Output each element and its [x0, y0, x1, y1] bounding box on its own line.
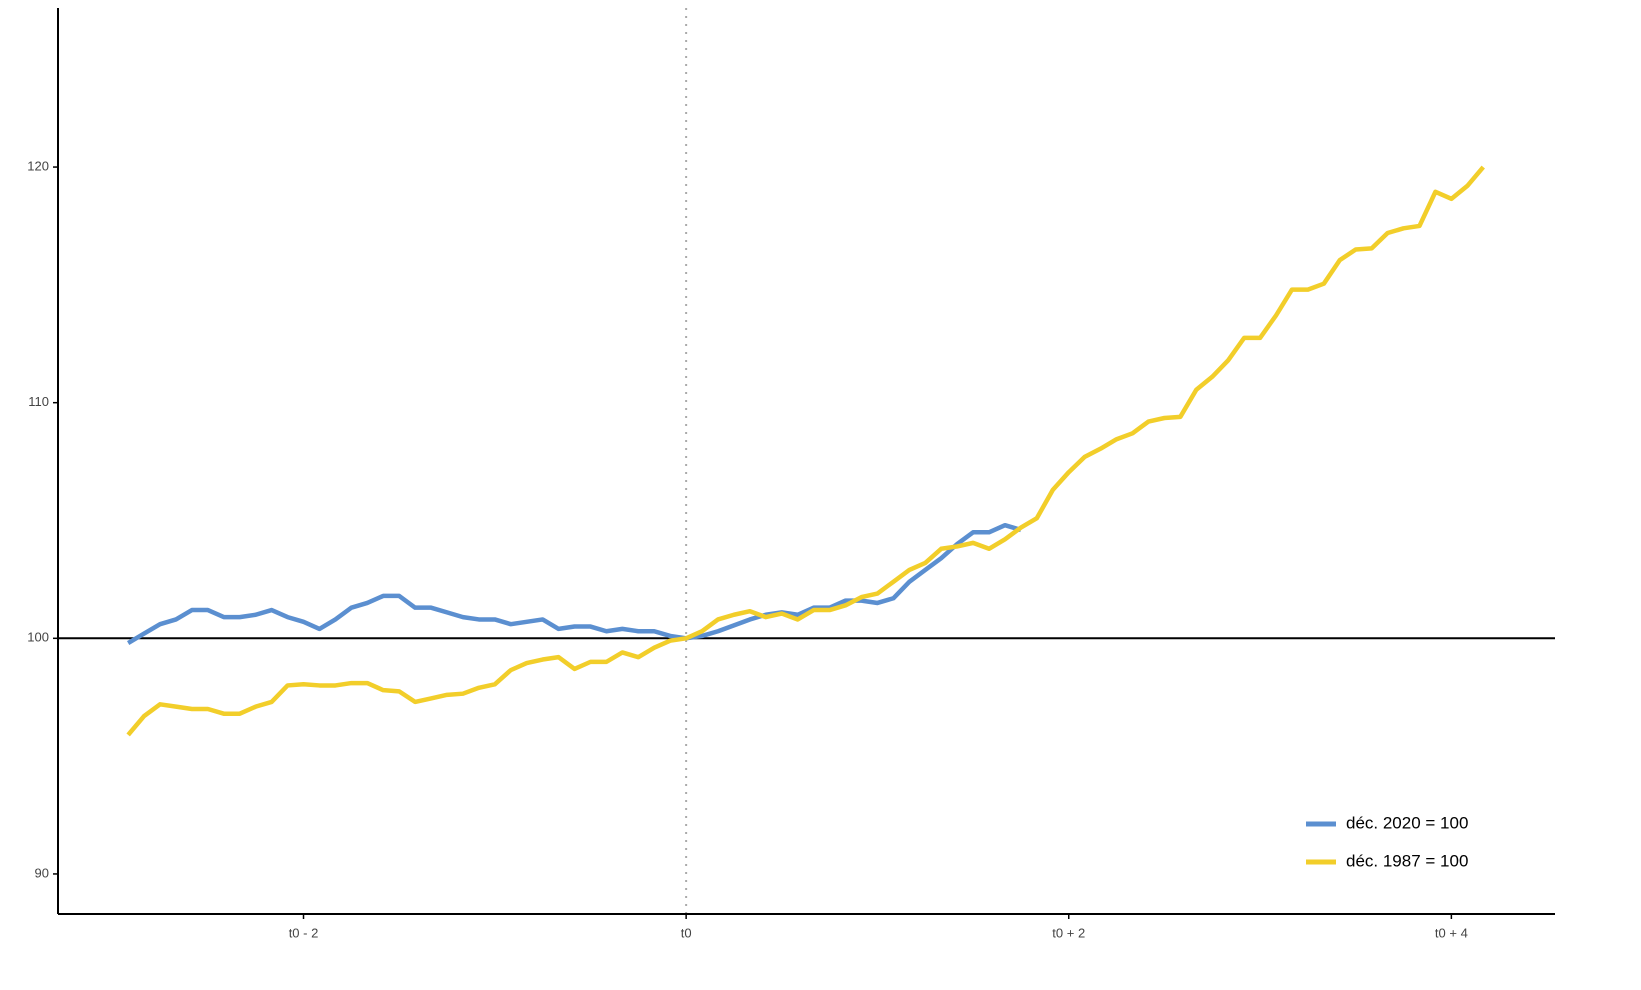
y-tick-label: 120 — [27, 158, 49, 173]
y-tick-label: 100 — [27, 630, 49, 645]
legend-label: déc. 2020 = 100 — [1346, 813, 1468, 832]
y-tick-label: 90 — [35, 865, 49, 880]
line — [126, 165, 1485, 737]
legend-label: déc. 1987 = 100 — [1346, 851, 1468, 870]
x-tick-label: t0 — [681, 925, 692, 940]
x-tick-label: t0 - 2 — [289, 925, 319, 940]
line — [127, 522, 1022, 645]
y-tick-label: 110 — [28, 394, 49, 409]
x-tick-label: t0 + 4 — [1435, 925, 1468, 940]
x-tick-label: t0 + 2 — [1052, 925, 1085, 940]
